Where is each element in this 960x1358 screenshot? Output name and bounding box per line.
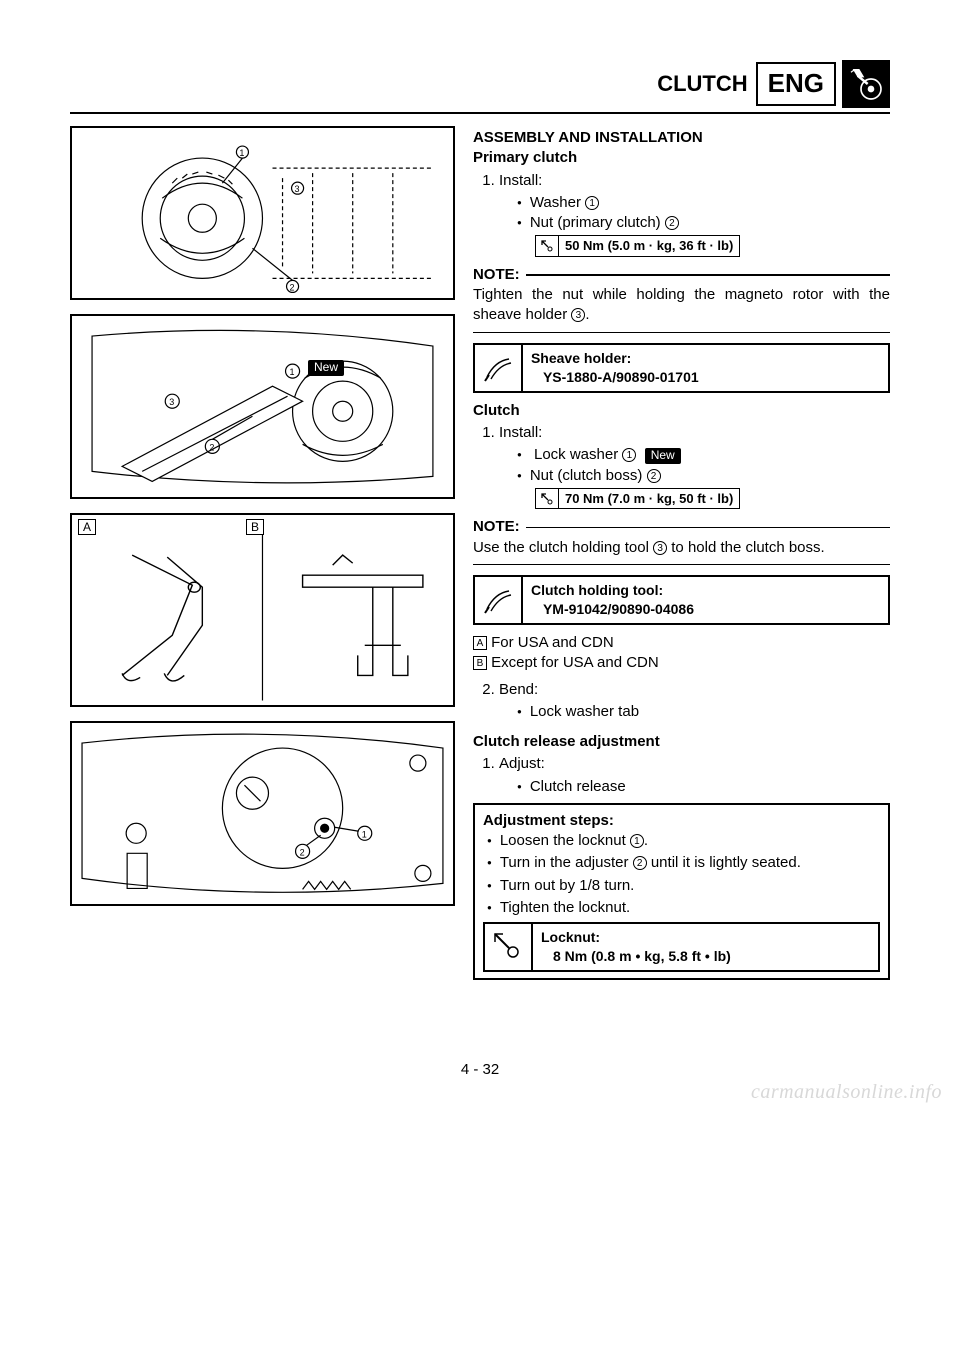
install-label-2: Install:	[499, 424, 542, 441]
ref-2b: 2	[647, 469, 661, 483]
tool2-num: YM-91042/90890-04086	[531, 600, 694, 619]
step-1: Loosen the locknut 1.	[487, 831, 880, 851]
page-number: 4 - 32	[70, 1060, 890, 1080]
watermark: carmanualsonline.info	[751, 1079, 942, 1106]
item-nut-primary: Nut (primary clutch) 2	[517, 213, 890, 233]
note-1-header: NOTE:	[473, 265, 890, 285]
ref-1b: 1	[622, 448, 636, 462]
lang-box: ENG	[756, 62, 836, 105]
svg-text:3: 3	[295, 184, 300, 194]
step-3: Turn out by 1/8 turn.	[487, 876, 880, 896]
svg-text:2: 2	[300, 848, 305, 858]
bend-label: Bend:	[499, 681, 538, 698]
item-washer: Washer 1	[517, 193, 890, 213]
figure-1: 3 1 2	[70, 126, 455, 300]
note-rule	[526, 274, 890, 276]
new-tag-fig2: New	[308, 360, 344, 376]
figure-2: 1 3 2 New	[70, 314, 455, 498]
section-name: CLUTCH	[657, 69, 747, 99]
tool-icon	[475, 345, 523, 391]
tool3-num: 8 Nm (0.8 m • kg, 5.8 ft • lb)	[541, 947, 731, 966]
clutch-install-items: Lock washer 1 New Nut (clutch boss) 2	[473, 445, 890, 486]
tool-icon-2	[475, 577, 523, 623]
note-2-header: NOTE:	[473, 517, 890, 537]
tool1-name: Sheave holder:	[531, 349, 699, 368]
tool1-num: YS-1880-A/90890-01701	[531, 368, 699, 387]
legend-a: A For USA and CDN	[473, 633, 890, 653]
tool-locknut: Locknut: 8 Nm (0.8 m • kg, 5.8 ft • lb)	[483, 922, 880, 972]
figure3-label-a: A	[78, 519, 96, 535]
tool3-name: Locknut:	[541, 928, 731, 947]
adjust-label: Adjust:	[499, 755, 545, 772]
legend-b: B Except for USA and CDN	[473, 653, 890, 673]
steps-heading: Adjustment steps:	[483, 811, 880, 831]
torque-icon-2	[536, 489, 559, 509]
primary-clutch-heading: Primary clutch	[473, 148, 890, 168]
torque-value-1: 50 Nm (5.0 m · kg, 36 ft · lb)	[559, 236, 739, 256]
svg-text:1: 1	[239, 148, 244, 158]
tool-clutch-holding: Clutch holding tool: YM-91042/90890-0408…	[473, 575, 890, 625]
note-2-text: Use the clutch holding tool 3 to hold th…	[473, 538, 890, 558]
svg-text:1: 1	[290, 368, 295, 378]
ref-2c: 2	[633, 856, 647, 870]
note-rule-2	[526, 527, 890, 529]
ref-3b: 3	[653, 541, 667, 555]
svg-text:2: 2	[209, 443, 214, 453]
release-heading: Clutch release adjustment	[473, 732, 890, 752]
torque-spec-2: 70 Nm (7.0 m · kg, 50 ft · lb)	[535, 488, 740, 510]
divider	[473, 332, 890, 334]
adjustment-steps-box: Adjustment steps: Loosen the locknut 1. …	[473, 803, 890, 980]
step-4: Tighten the locknut.	[487, 898, 880, 918]
text-column: ASSEMBLY AND INSTALLATION Primary clutch…	[473, 126, 890, 980]
engine-icon	[842, 60, 890, 108]
tool-sheave-holder: Sheave holder: YS-1880-A/90890-01701	[473, 343, 890, 393]
item-lock-washer-tab: Lock washer tab	[517, 702, 890, 722]
item-lock-washer: Lock washer 1 New	[517, 445, 890, 465]
install-label: Install:	[499, 172, 542, 189]
ref-1: 1	[585, 196, 599, 210]
figure-3: A B	[70, 513, 455, 707]
ref-3: 3	[571, 308, 585, 322]
figure-4: 1 2	[70, 721, 455, 905]
divider-2	[473, 564, 890, 566]
clutch-install-list: Install:	[473, 423, 890, 443]
svg-text:2: 2	[290, 282, 295, 292]
new-tag-inline: New	[645, 448, 681, 464]
figure3-label-b: B	[246, 519, 264, 535]
page-header: CLUTCH ENG	[70, 60, 890, 114]
figures-column: 3 1 2 1	[70, 126, 455, 980]
note-1-text: Tighten the nut while holding the magnet…	[473, 285, 890, 326]
content-columns: 3 1 2 1	[70, 126, 890, 980]
step-2: Turn in the adjuster 2 until it is light…	[487, 853, 880, 873]
ref-1c: 1	[630, 834, 644, 848]
primary-install-items: Washer 1 Nut (primary clutch) 2	[473, 193, 890, 234]
bend-list: Bend:	[473, 680, 890, 700]
steps-list: Loosen the locknut 1. Turn in the adjust…	[483, 831, 880, 918]
item-clutch-release: Clutch release	[517, 777, 890, 797]
tool2-name: Clutch holding tool:	[531, 581, 694, 600]
bend-items: Lock washer tab	[473, 702, 890, 722]
adjust-list: Adjust:	[473, 754, 890, 774]
torque-icon-3	[485, 924, 533, 970]
ref-2: 2	[665, 216, 679, 230]
svg-text:1: 1	[362, 830, 367, 840]
item-nut-boss: Nut (clutch boss) 2	[517, 466, 890, 486]
torque-spec-1: 50 Nm (5.0 m · kg, 36 ft · lb)	[535, 235, 740, 257]
torque-icon	[536, 236, 559, 256]
svg-text:3: 3	[169, 398, 174, 408]
assembly-heading: ASSEMBLY AND INSTALLATION	[473, 128, 890, 148]
torque-value-2: 70 Nm (7.0 m · kg, 50 ft · lb)	[559, 489, 739, 509]
primary-install-list: Install:	[473, 171, 890, 191]
adjust-items: Clutch release	[473, 777, 890, 797]
clutch-heading: Clutch	[473, 401, 890, 421]
